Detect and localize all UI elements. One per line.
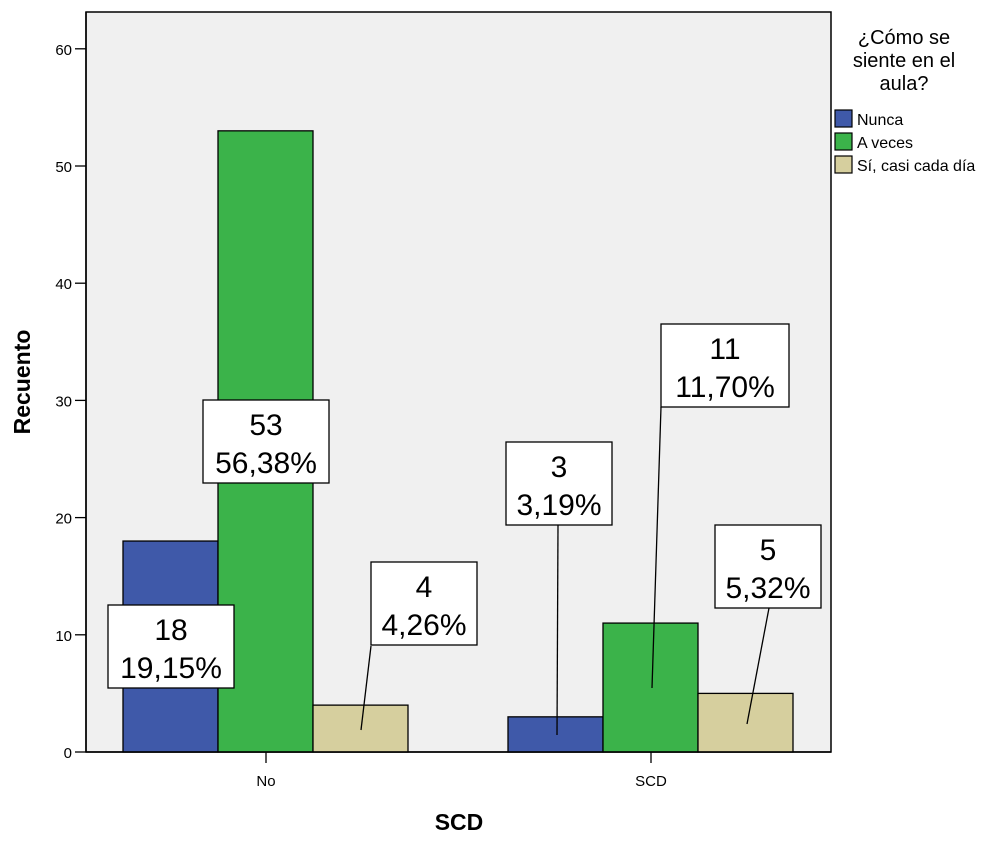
data-label-box	[202, 399, 330, 484]
data-label-box	[660, 323, 790, 408]
data-label-scd-series-2: 11 11,70%	[651, 323, 790, 689]
y-tick-label: 0	[64, 745, 72, 762]
y-tick-label: 20	[55, 511, 72, 528]
y-tick-label: 10	[55, 628, 72, 645]
y-tick-label: 60	[55, 42, 72, 59]
x-tick-label: SCD	[635, 773, 667, 790]
data-label-no-series-1: 18 19,15%	[107, 604, 235, 689]
axes-layer: 0 10 20 30 40 50 60 No SCD	[55, 12, 831, 790]
y-tick-label: 50	[55, 159, 72, 176]
data-label-count: 18	[154, 614, 187, 647]
legend-swatch	[834, 155, 853, 174]
data-label-leader-line	[360, 645, 372, 731]
data-label-count: 5	[760, 534, 777, 567]
bar-scd-series-2	[602, 622, 699, 753]
y-tick-label: 30	[55, 393, 72, 410]
legend: ¿Cómo se siente en el aula? Nunca A veces Sí…	[834, 27, 975, 175]
data-label-scd-series-3: 5 5,32%	[714, 524, 822, 725]
legend-label: Sí, casi cada día	[857, 158, 975, 175]
bar-scd-series-3	[697, 692, 794, 753]
data-label-percent: 11,70%	[675, 371, 775, 404]
data-label-leader-line	[556, 524, 559, 736]
bar-no-series-3	[312, 704, 409, 753]
data-label-box	[370, 561, 478, 646]
data-label-percent: 19,15%	[120, 652, 222, 685]
data-label-count: 53	[249, 409, 282, 442]
data-label-scd-series-1: 3 3,19%	[505, 441, 613, 736]
data-labels-layer: 18 19,15% 53 56,38% 4 4,26% 3 3,19% 11 11,70% 5 5,3…	[107, 323, 822, 736]
x-axis-label: SCD	[435, 809, 484, 835]
data-label-count: 4	[416, 571, 433, 604]
bar-scd-series-1	[507, 716, 604, 753]
y-tick-label: 40	[55, 276, 72, 293]
legend-swatch	[834, 109, 853, 128]
data-label-leader-line	[746, 607, 770, 725]
data-label-no-series-2: 53 56,38%	[202, 399, 330, 484]
data-label-box	[714, 524, 822, 609]
data-label-box	[505, 441, 613, 526]
data-label-percent: 5,32%	[725, 572, 810, 605]
data-label-percent: 56,38%	[215, 447, 317, 480]
data-label-count: 3	[551, 451, 568, 484]
data-label-no-series-3: 4 4,26%	[360, 561, 478, 731]
legend-label: Nunca	[857, 112, 903, 129]
data-label-count: 11	[709, 333, 740, 366]
legend-swatch	[834, 132, 853, 151]
x-tick-label: No	[256, 773, 275, 790]
data-label-box	[107, 604, 235, 689]
y-axis-label: Recuento	[9, 330, 35, 435]
legend-label: A veces	[857, 135, 913, 152]
data-label-leader-line	[651, 406, 662, 689]
data-label-percent: 3,19%	[516, 489, 601, 522]
data-label-percent: 4,26%	[381, 609, 466, 642]
legend-title: ¿Cómo se siente en el aula?	[853, 27, 955, 95]
